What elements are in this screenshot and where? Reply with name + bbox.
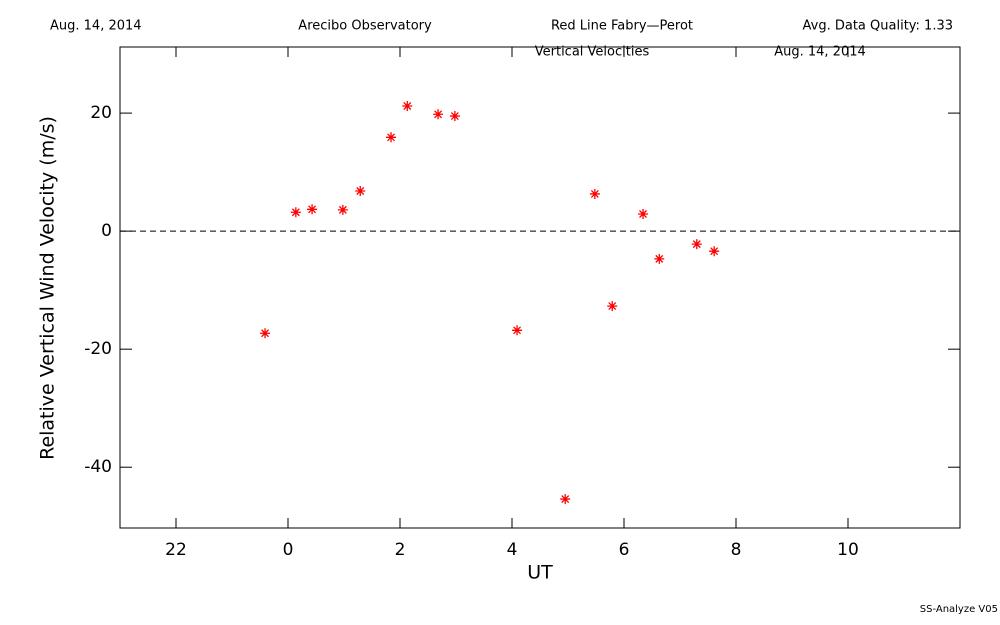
- chart-date: Aug. 14, 2014: [774, 45, 866, 60]
- footer: SS-Analyze V05: [920, 604, 998, 615]
- data-point: [386, 132, 397, 143]
- data-point: [691, 239, 702, 250]
- y-tick-label: 20: [90, 103, 112, 123]
- y-tick-label: 0: [101, 221, 112, 241]
- header-instrument: Red Line Fabry—Perot: [551, 19, 693, 34]
- y-axis-title: Relative Vertical Wind Velocity (m/s): [37, 116, 59, 460]
- x-tick-label: 8: [731, 540, 742, 560]
- data-point: [337, 204, 348, 215]
- data-point: [260, 328, 271, 339]
- data-point: [638, 209, 649, 220]
- data-point: [654, 253, 665, 264]
- x-tick-label: 10: [837, 540, 859, 560]
- data-point: [290, 207, 301, 218]
- data-point: [307, 204, 318, 215]
- data-point: [402, 101, 413, 112]
- data-point: [512, 325, 523, 336]
- x-tick-label: 2: [395, 540, 406, 560]
- header-date: Aug. 14, 2014: [50, 19, 142, 34]
- x-axis-title: UT: [527, 562, 553, 584]
- data-point: [709, 246, 720, 257]
- y-tick-label: -20: [84, 339, 112, 359]
- x-tick-label: 0: [283, 540, 294, 560]
- data-point: [560, 494, 571, 505]
- data-point: [355, 186, 366, 197]
- x-tick-label: 6: [619, 540, 630, 560]
- x-tick-label: 4: [507, 540, 518, 560]
- data-point: [607, 301, 618, 312]
- chart-title: Vertical Velocities: [535, 45, 650, 60]
- data-point: [589, 188, 600, 199]
- x-tick-label: 22: [165, 540, 187, 560]
- plot-frame: [119, 46, 961, 529]
- data-point: [449, 111, 460, 122]
- header-site: Arecibo Observatory: [298, 19, 432, 34]
- data-point: [433, 109, 444, 120]
- y-tick-label: -40: [84, 457, 112, 477]
- header-quality: Avg. Data Quality: 1.33: [803, 19, 953, 34]
